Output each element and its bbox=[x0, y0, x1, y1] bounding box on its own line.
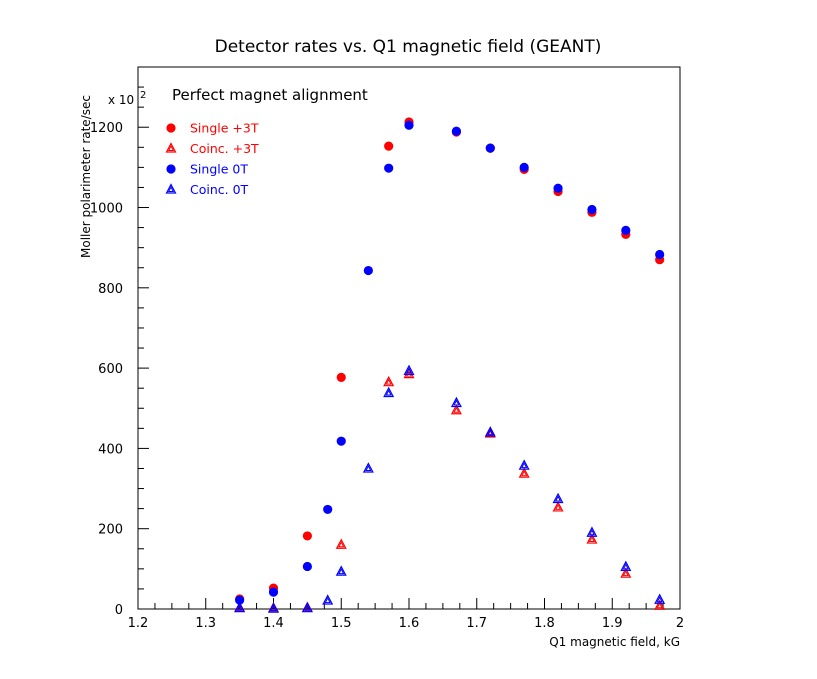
y-axis-multiplier: x 10 2 bbox=[108, 90, 146, 107]
x-tick-label: 1.7 bbox=[466, 616, 487, 631]
coinc-3t-point bbox=[654, 599, 666, 610]
legend: Single +3T Coinc. +3T Single 0T Coinc. 0T bbox=[165, 121, 259, 197]
alignment-annotation: Perfect magnet alignment bbox=[172, 86, 368, 104]
single-0t-point bbox=[336, 436, 346, 446]
x-tick-label: 1.4 bbox=[263, 616, 284, 631]
coinc-0t-point bbox=[301, 601, 313, 613]
x-tick-label: 1.3 bbox=[195, 616, 216, 631]
x-axis-label: Q1 magnetic field, kG bbox=[549, 635, 680, 649]
y-tick-label: 1000 bbox=[90, 202, 123, 217]
single-0t-point bbox=[451, 126, 462, 136]
coinc-0t-point bbox=[586, 526, 598, 537]
legend-coinc-3t-label: Coinc. +3T bbox=[190, 141, 259, 156]
y-tick-label: 600 bbox=[98, 362, 123, 377]
coinc-0t-point bbox=[335, 565, 347, 576]
y-axis-label: Moller polarimeter rate/sec bbox=[79, 95, 93, 258]
y-tick-label: 200 bbox=[98, 523, 123, 538]
legend-single-3t-marker bbox=[166, 123, 176, 133]
single-3t-point bbox=[384, 141, 394, 151]
single-0t-point bbox=[621, 225, 631, 236]
single-0t-point bbox=[553, 183, 563, 193]
coinc-3t-point bbox=[383, 375, 395, 387]
legend-coinc-0t-label: Coinc. 0T bbox=[190, 182, 249, 197]
data-points bbox=[234, 117, 666, 613]
coinc-3t-point bbox=[552, 501, 564, 512]
single-0t-point bbox=[519, 162, 529, 172]
y-tick-label: 400 bbox=[98, 442, 123, 457]
coinc-0t-point bbox=[362, 462, 374, 473]
coinc-0t-point bbox=[654, 593, 666, 604]
x-tick-label: 1.5 bbox=[331, 616, 352, 631]
single-3t-point bbox=[336, 372, 346, 382]
x-tick-label: 1.8 bbox=[534, 616, 555, 631]
single-0t-point bbox=[587, 204, 597, 215]
y-tick-label: 0 bbox=[115, 603, 123, 618]
x-tick-label: 1.2 bbox=[128, 616, 149, 631]
coinc-3t-point bbox=[586, 533, 598, 544]
legend-coinc-0t-marker bbox=[165, 183, 177, 194]
y-axis-multiplier-exp: 2 bbox=[140, 90, 146, 101]
coinc-3t-point bbox=[620, 567, 632, 578]
coinc-3t-point bbox=[518, 467, 530, 478]
legend-single-0t-label: Single 0T bbox=[190, 162, 248, 177]
coinc-0t-point bbox=[403, 364, 415, 376]
coinc-0t-point bbox=[322, 594, 334, 605]
single-0t-point bbox=[302, 561, 312, 572]
coinc-0t-point bbox=[450, 396, 462, 408]
x-tick-label: 2 bbox=[676, 616, 684, 631]
single-3t-point bbox=[302, 531, 312, 541]
single-0t-point bbox=[384, 163, 394, 173]
single-0t-point bbox=[655, 249, 665, 260]
single-0t-point bbox=[485, 143, 495, 153]
legend-coinc-3t-marker bbox=[165, 142, 177, 153]
x-tick-label: 1.9 bbox=[602, 616, 623, 631]
coinc-0t-point bbox=[383, 386, 395, 398]
coinc-0t-point bbox=[234, 601, 246, 613]
single-0t-point bbox=[268, 587, 279, 597]
axes: 1.2 1.3 1.4 1.5 1.6 1.7 1.8 1.9 2 0 200 400 600 800 10… bbox=[90, 86, 684, 631]
coinc-0t-point bbox=[552, 492, 564, 504]
y-axis-multiplier-base: x 10 bbox=[108, 93, 134, 107]
coinc-0t-point bbox=[620, 560, 632, 571]
single-0t-point bbox=[404, 120, 414, 130]
single-0t-point bbox=[323, 504, 333, 515]
coinc-0t-point bbox=[484, 426, 496, 437]
single-0t-point bbox=[363, 265, 373, 276]
coinc-3t-point bbox=[335, 538, 347, 549]
legend-single-0t-marker bbox=[166, 164, 176, 174]
chart-title: Detector rates vs. Q1 magnetic field (GE… bbox=[215, 37, 602, 57]
legend-single-3t-label: Single +3T bbox=[190, 121, 259, 136]
x-tick-label: 1.6 bbox=[399, 616, 420, 631]
coinc-3t-point bbox=[450, 403, 462, 415]
coinc-0t-point bbox=[268, 602, 279, 613]
y-tick-label: 1200 bbox=[90, 121, 123, 136]
coinc-0t-point bbox=[518, 459, 530, 470]
y-tick-label: 800 bbox=[98, 282, 123, 297]
